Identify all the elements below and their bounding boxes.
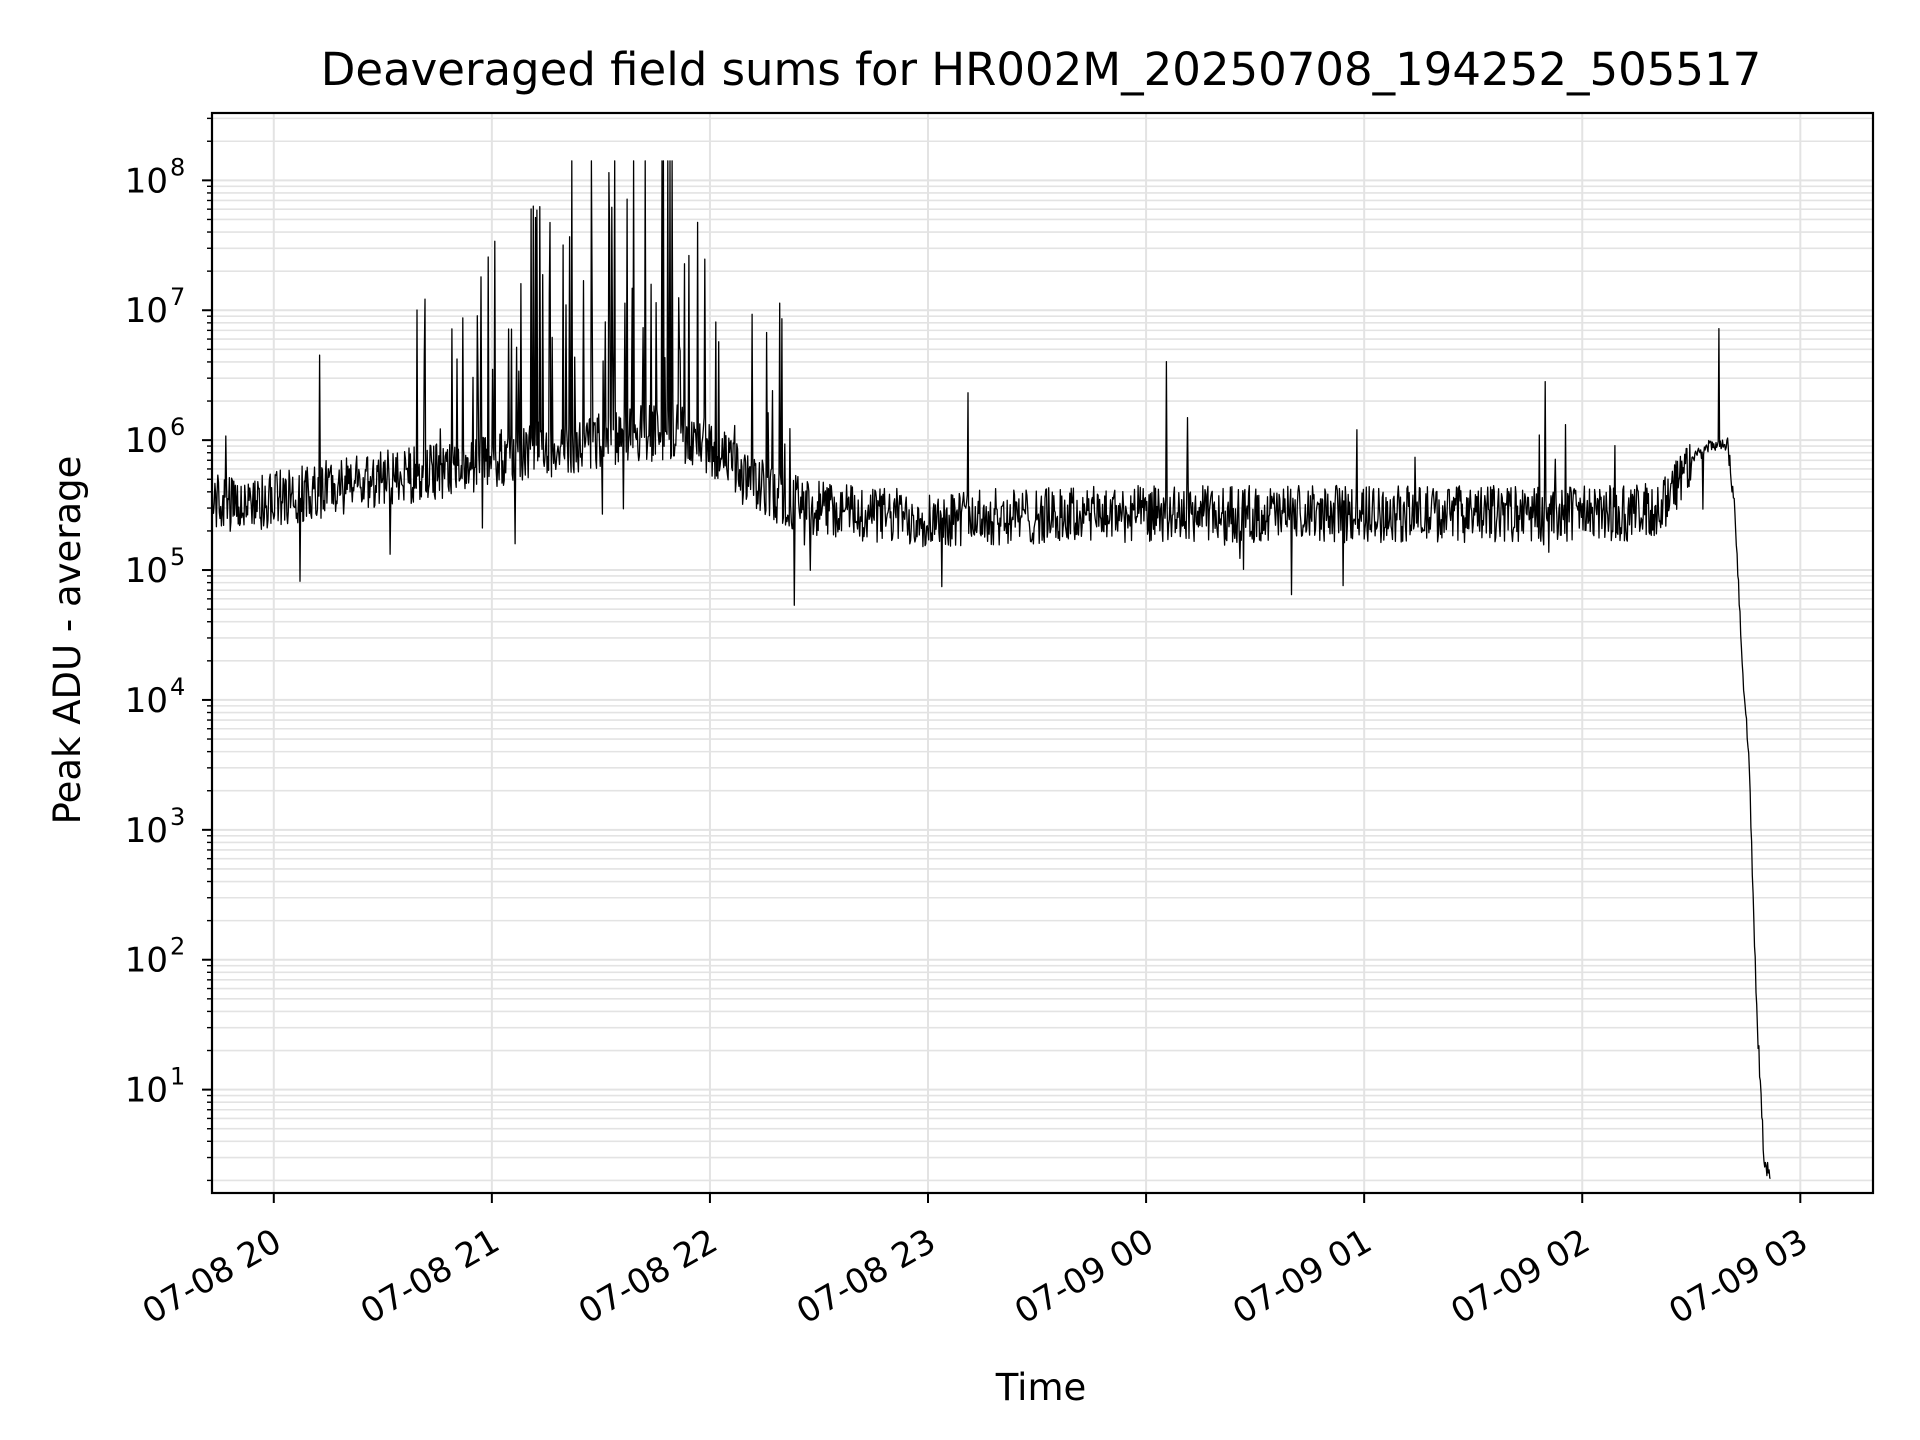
x-tick-label: 07-08 22: [572, 1221, 724, 1332]
y-tick-label: 10: [125, 291, 168, 331]
y-tick-exponent: 8: [170, 153, 185, 181]
grid-lines: [212, 113, 1873, 1193]
x-tick-label: 07-09 03: [1662, 1221, 1814, 1332]
plot-frame: [210, 111, 1875, 1195]
chart-title: Deaveraged field sums for HR002M_2025070…: [321, 43, 1761, 96]
series-layer: [211, 160, 1771, 1180]
y-tick-exponent: 6: [170, 413, 185, 441]
x-tick-label: 07-09 00: [1008, 1221, 1160, 1332]
y-tick-exponent: 5: [170, 543, 185, 571]
y-tick-exponent: 7: [170, 283, 185, 311]
y-tick-exponent: 2: [170, 933, 185, 961]
x-tick-label: 07-08 23: [790, 1221, 942, 1332]
y-tick-exponent: 4: [170, 673, 185, 701]
y-tick-label: 10: [125, 681, 168, 721]
series-line: [211, 160, 1771, 1180]
x-axis-label: Time: [995, 1366, 1087, 1409]
y-axis-label: Peak ADU - average: [46, 456, 89, 825]
y-tick-exponent: 1: [170, 1063, 185, 1091]
y-tick-exponent: 3: [170, 803, 185, 831]
y-tick-label: 10: [125, 811, 168, 851]
y-tick-label: 10: [125, 421, 168, 461]
y-tick-label: 10: [125, 161, 168, 201]
x-tick-label: 07-08 21: [354, 1221, 506, 1332]
y-tick-label: 10: [125, 1071, 168, 1111]
x-tick-label: 07-09 02: [1444, 1221, 1596, 1332]
y-tick-label: 10: [125, 941, 168, 981]
x-tick-label: 07-09 01: [1226, 1221, 1378, 1332]
y-tick-label: 10: [125, 551, 168, 591]
x-tick-label: 07-08 20: [136, 1221, 288, 1332]
